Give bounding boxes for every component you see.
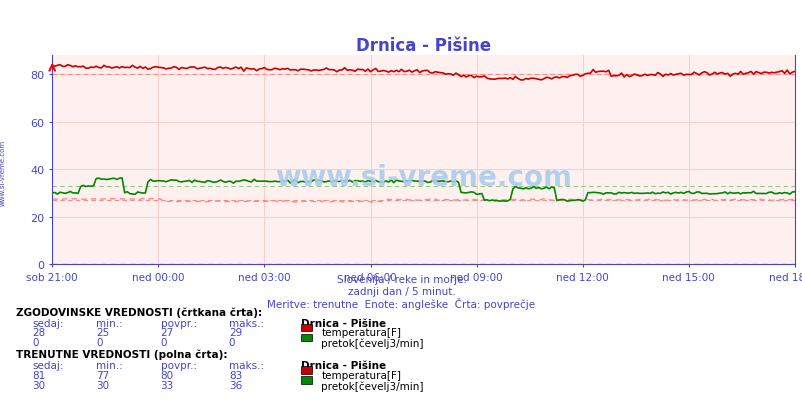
Text: TRENUTNE VREDNOSTI (polna črta):: TRENUTNE VREDNOSTI (polna črta):: [16, 349, 227, 359]
Text: temperatura[F]: temperatura[F]: [321, 328, 401, 338]
Text: sedaj:: sedaj:: [32, 360, 63, 370]
Text: povpr.:: povpr.:: [160, 318, 196, 328]
Text: 0: 0: [96, 338, 103, 348]
Text: pretok[čevelj3/min]: pretok[čevelj3/min]: [321, 380, 423, 391]
Text: maks.:: maks.:: [229, 318, 264, 328]
Text: pretok[čevelj3/min]: pretok[čevelj3/min]: [321, 338, 423, 348]
Text: Slovenija / reke in morje.: Slovenija / reke in morje.: [336, 275, 466, 285]
Text: zadnji dan / 5 minut.: zadnji dan / 5 minut.: [347, 287, 455, 297]
Text: 83: 83: [229, 370, 242, 380]
Text: 77: 77: [96, 370, 110, 380]
Text: Drnica - Pišine: Drnica - Pišine: [301, 318, 386, 328]
Text: 0: 0: [160, 338, 167, 348]
Text: temperatura[F]: temperatura[F]: [321, 370, 401, 380]
Text: 29: 29: [229, 328, 242, 338]
Title: Drnica - Pišine: Drnica - Pišine: [355, 36, 491, 55]
Text: www.si-vreme.com: www.si-vreme.com: [0, 140, 6, 205]
Text: 25: 25: [96, 328, 110, 338]
Text: maks.:: maks.:: [229, 360, 264, 370]
Text: Drnica - Pišine: Drnica - Pišine: [301, 360, 386, 370]
Text: 30: 30: [96, 380, 109, 390]
Text: 0: 0: [229, 338, 235, 348]
Text: 81: 81: [32, 370, 46, 380]
Text: www.si-vreme.com: www.si-vreme.com: [275, 163, 571, 191]
Text: 36: 36: [229, 380, 242, 390]
Text: Meritve: trenutne  Enote: angleške  Črta: povprečje: Meritve: trenutne Enote: angleške Črta: …: [267, 298, 535, 310]
Text: povpr.:: povpr.:: [160, 360, 196, 370]
Text: min.:: min.:: [96, 318, 123, 328]
Text: sedaj:: sedaj:: [32, 318, 63, 328]
Text: 33: 33: [160, 380, 174, 390]
Text: 27: 27: [160, 328, 174, 338]
Text: 80: 80: [160, 370, 173, 380]
Text: ZGODOVINSKE VREDNOSTI (črtkana črta):: ZGODOVINSKE VREDNOSTI (črtkana črta):: [16, 307, 262, 317]
Text: 28: 28: [32, 328, 46, 338]
Text: min.:: min.:: [96, 360, 123, 370]
Text: 0: 0: [32, 338, 38, 348]
Text: 30: 30: [32, 380, 45, 390]
